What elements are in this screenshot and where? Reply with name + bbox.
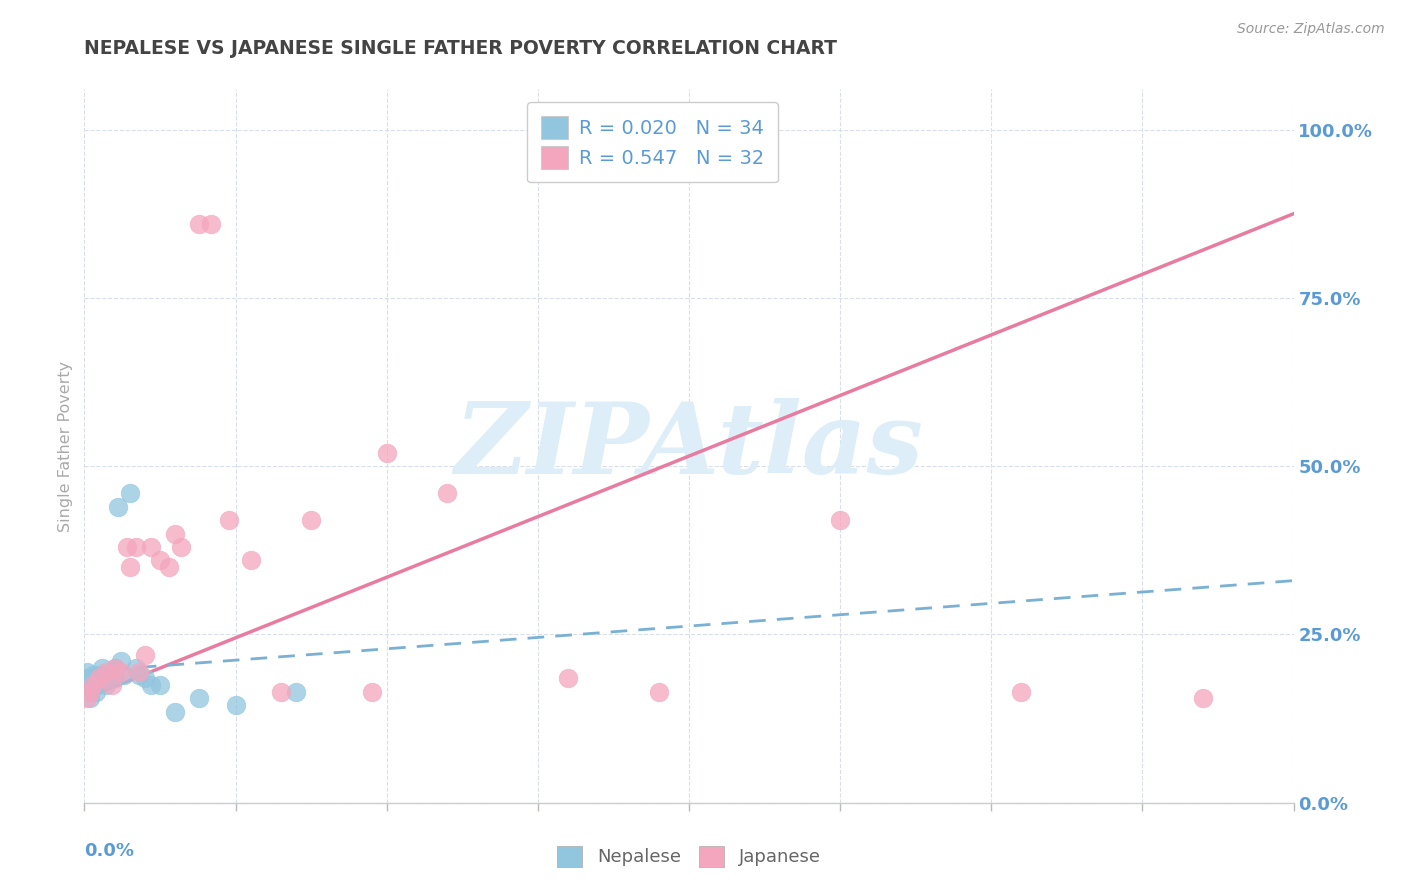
- Point: [299, 513, 322, 527]
- Point: [94, 665, 117, 679]
- Point: [104, 661, 127, 675]
- Point: [1010, 684, 1032, 698]
- Point: [110, 655, 132, 669]
- Point: [149, 553, 172, 567]
- Point: [110, 665, 132, 679]
- Point: [647, 684, 671, 698]
- Point: [270, 684, 292, 698]
- Point: [134, 648, 156, 662]
- Point: [89, 674, 111, 689]
- Point: [104, 671, 127, 685]
- Point: [89, 671, 111, 685]
- Point: [436, 486, 458, 500]
- Legend: Nepalese, Japanese: Nepalese, Japanese: [550, 838, 828, 874]
- Point: [86, 671, 108, 685]
- Text: ZIPAtlas: ZIPAtlas: [454, 398, 924, 494]
- Point: [128, 665, 150, 679]
- Point: [91, 661, 114, 675]
- Point: [200, 217, 222, 231]
- Legend: R = 0.020   N = 34, R = 0.547   N = 32: R = 0.020 N = 34, R = 0.547 N = 32: [527, 103, 779, 182]
- Point: [375, 446, 398, 460]
- Point: [163, 705, 186, 719]
- Point: [94, 668, 117, 682]
- Point: [79, 691, 101, 706]
- Point: [94, 678, 117, 692]
- Point: [139, 540, 162, 554]
- Point: [170, 540, 193, 554]
- Text: 0.0%: 0.0%: [84, 842, 135, 860]
- Text: Source: ZipAtlas.com: Source: ZipAtlas.com: [1237, 22, 1385, 37]
- Point: [76, 665, 98, 679]
- Point: [115, 540, 138, 554]
- Point: [163, 526, 186, 541]
- Y-axis label: Single Father Poverty: Single Father Poverty: [58, 360, 73, 532]
- Point: [82, 668, 104, 682]
- Point: [188, 691, 211, 706]
- Point: [225, 698, 247, 713]
- Point: [79, 684, 101, 698]
- Point: [218, 513, 240, 527]
- Point: [76, 691, 98, 706]
- Point: [76, 671, 98, 685]
- Point: [118, 560, 141, 574]
- Point: [157, 560, 180, 574]
- Point: [107, 500, 129, 514]
- Point: [82, 674, 104, 689]
- Point: [188, 217, 211, 231]
- Point: [82, 678, 104, 692]
- Point: [360, 684, 382, 698]
- Point: [125, 540, 148, 554]
- Point: [112, 668, 135, 682]
- Point: [100, 678, 122, 692]
- Point: [128, 668, 150, 682]
- Point: [125, 661, 148, 675]
- Point: [149, 678, 172, 692]
- Point: [557, 671, 579, 685]
- Point: [239, 553, 262, 567]
- Point: [118, 486, 141, 500]
- Point: [1191, 691, 1213, 706]
- Point: [89, 668, 111, 682]
- Point: [86, 684, 108, 698]
- Point: [830, 513, 852, 527]
- Point: [104, 661, 127, 675]
- Point: [79, 678, 101, 692]
- Point: [82, 681, 104, 696]
- Point: [100, 665, 122, 679]
- Point: [79, 684, 101, 698]
- Point: [139, 678, 162, 692]
- Point: [134, 671, 156, 685]
- Point: [86, 678, 108, 692]
- Point: [284, 684, 308, 698]
- Point: [91, 671, 114, 685]
- Point: [97, 671, 120, 685]
- Text: NEPALESE VS JAPANESE SINGLE FATHER POVERTY CORRELATION CHART: NEPALESE VS JAPANESE SINGLE FATHER POVER…: [84, 39, 838, 58]
